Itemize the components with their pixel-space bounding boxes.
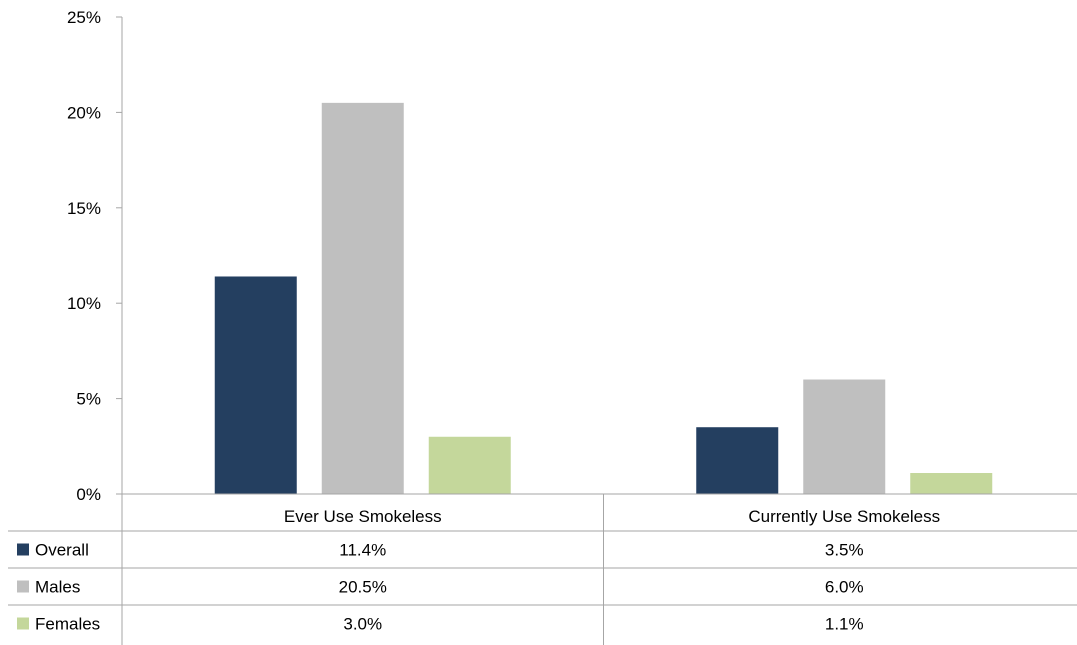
y-tick-label: 20% — [67, 103, 101, 122]
bar-females-currently-use-smokeless — [910, 473, 993, 494]
bar-males-currently-use-smokeless — [803, 379, 886, 494]
legend-label-females: Females — [35, 615, 100, 634]
data-label: 3.5% — [825, 541, 864, 560]
bar-overall-ever-use-smokeless — [214, 276, 297, 494]
data-label: 6.0% — [825, 578, 864, 597]
data-label: 1.1% — [825, 615, 864, 634]
bar-overall-currently-use-smokeless — [696, 427, 779, 494]
data-label: 3.0% — [343, 615, 382, 634]
y-tick-label: 5% — [76, 390, 101, 409]
bar-males-ever-use-smokeless — [321, 102, 404, 495]
y-tick-label: 10% — [67, 294, 101, 313]
bar-females-ever-use-smokeless — [428, 436, 511, 494]
y-tick-label: 0% — [76, 485, 101, 504]
category-label: Currently Use Smokeless — [748, 507, 940, 526]
category-label: Ever Use Smokeless — [284, 507, 442, 526]
legend-label-overall: Overall — [35, 541, 89, 560]
data-label: 20.5% — [339, 578, 387, 597]
y-tick-label: 25% — [67, 8, 101, 27]
data-label: 11.4% — [339, 541, 386, 560]
legend-key-males — [17, 580, 29, 593]
legend-key-overall — [17, 543, 29, 556]
y-tick-label: 15% — [67, 199, 101, 218]
legend-key-females — [17, 617, 29, 630]
legend-label-males: Males — [35, 578, 80, 597]
